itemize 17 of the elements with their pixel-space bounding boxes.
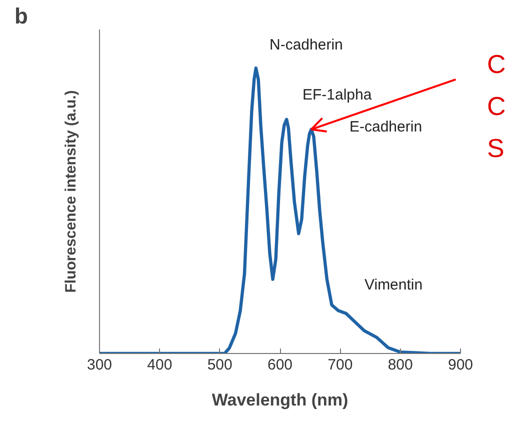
x-tick-label: 900 [448, 356, 474, 374]
x-tick-label: 500 [207, 356, 232, 374]
chart-title: b [14, 4, 28, 28]
annotation: Vimentin [364, 276, 423, 294]
text: C [487, 90, 506, 123]
x-tick-label: 700 [328, 356, 353, 374]
x-tick-label: 400 [147, 356, 172, 374]
annotation: EF-1alpha [302, 86, 372, 104]
annotation: C [487, 48, 506, 81]
annotation: E-cadherin [350, 118, 422, 136]
x-tick-label: 800 [388, 356, 413, 374]
text: N-cadherin [270, 36, 343, 54]
x-axis-title: Wavelength (nm) [212, 390, 348, 410]
y-axis-title: Fluorescence intensity (a.u.) [62, 90, 80, 293]
x-tick-label: 600 [267, 356, 293, 374]
text: S [487, 132, 506, 165]
x-tick-label: 300 [86, 356, 112, 374]
